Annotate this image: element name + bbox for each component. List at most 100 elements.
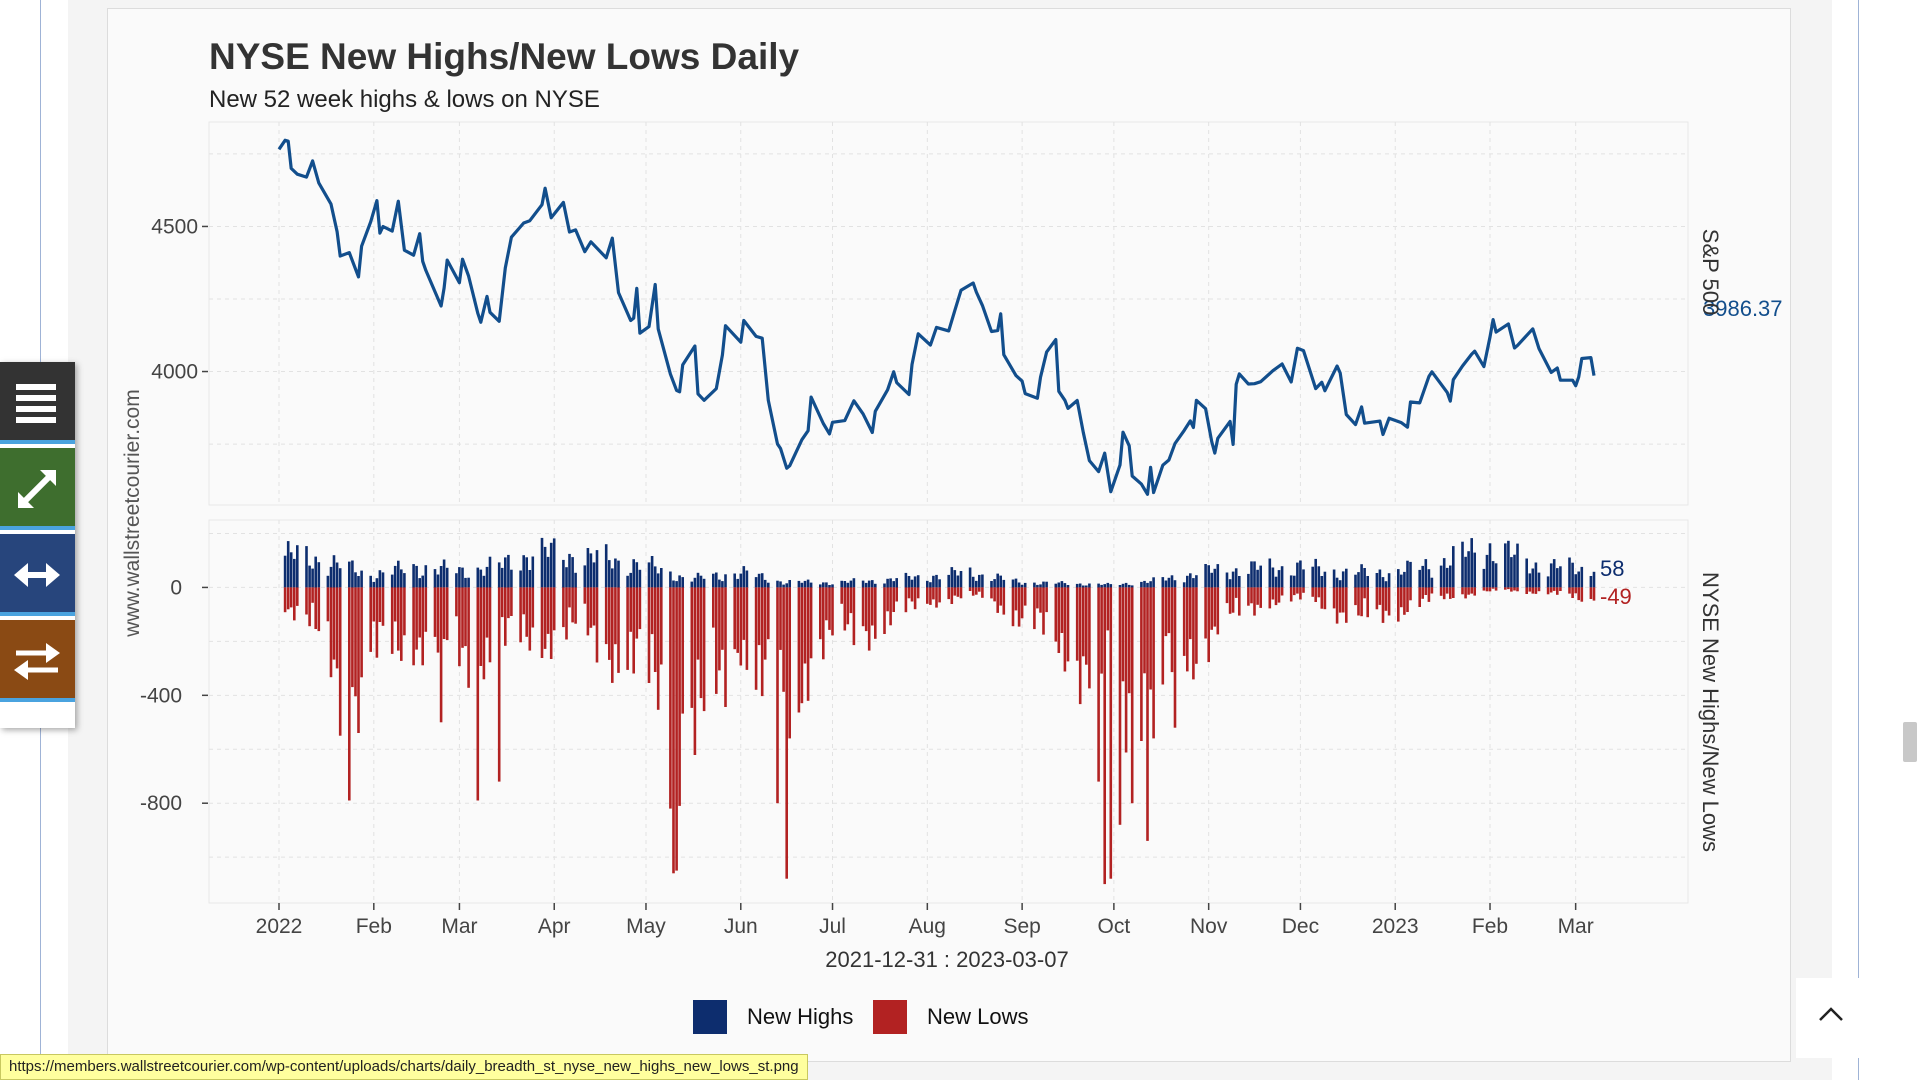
top-y-tick-label: 4500 [151,215,198,238]
new-highs-bar [809,582,813,588]
new-highs-bar [335,562,339,588]
new-highs-bar [968,567,972,588]
new-highs-bar [895,578,898,588]
new-lows-bar [938,587,941,603]
new-highs-bar [1366,576,1369,588]
hamburger-icon [16,384,56,423]
menu-button[interactable] [0,362,75,444]
new-lows-bar [439,587,443,723]
new-lows-bar [549,587,553,659]
new-lows-bar [932,587,935,600]
new-lows-bar [595,587,599,663]
new-lows-bar [1452,587,1455,598]
new-highs-bar [1592,571,1596,588]
new-highs-bar [693,577,697,588]
new-lows-bar [1363,587,1366,599]
new-lows-bar [412,587,415,666]
new-lows-bar [289,587,293,608]
new-lows-bar [390,587,394,654]
new-lows-bar [1345,587,1348,623]
new-highs-bar [779,581,782,588]
new-lows-bar [1161,587,1165,685]
new-highs-bar [412,564,415,588]
new-highs-bar [1311,566,1314,588]
new-highs-bar [586,548,590,588]
new-lows-bar [1127,587,1131,694]
sp500-series [277,138,1596,496]
new-lows-bar [1470,587,1473,594]
new-lows-bar [1384,587,1388,611]
new-lows-bar [479,587,483,666]
new-highs-bar [1421,565,1424,588]
new-lows-bar [1063,587,1067,672]
new-highs-bar [375,578,379,588]
new-highs-bar [971,576,975,588]
new-lows-bar [1225,587,1229,604]
new-highs-bar [436,574,440,588]
new-lows-bar [1332,587,1336,609]
new-highs-bar [467,577,470,588]
new-highs-bar [718,579,721,588]
new-highs-bar [892,581,895,588]
new-highs-bar [669,571,672,588]
new-highs-bar [329,566,333,588]
new-lows-bar [1256,587,1259,605]
new-highs-bar [1289,575,1293,588]
new-highs-bar [1082,585,1085,588]
new-highs-bar [1568,557,1571,588]
new-lows-bar [415,587,418,650]
new-lows-bar [1017,587,1021,627]
new-highs-bar [757,573,761,588]
new-highs-bar [1461,541,1464,588]
new-highs-bar [403,573,406,588]
new-lows-bar [332,587,336,660]
new-highs-bar [1574,574,1577,588]
new-highs-bar [1140,581,1143,588]
new-lows-bar [871,587,874,626]
new-lows-bar [1299,587,1302,600]
new-lows-bar [400,587,403,661]
page-scrollbar[interactable] [1900,0,1920,1080]
new-highs-bar [1354,574,1357,588]
new-lows-bar [1534,587,1538,594]
new-highs-bar [283,555,287,588]
new-highs-bar [369,575,372,588]
new-lows-bar [864,587,868,632]
new-highs-bar [461,567,464,588]
new-lows-bar [935,587,938,608]
full-width-button[interactable] [0,534,75,616]
new-lows-bar [1023,587,1027,606]
expand-icon [18,470,56,508]
new-lows-bar [629,587,632,632]
new-lows-bar [653,587,657,672]
new-lows-bar [1507,587,1510,590]
new-highs-bar [540,537,544,588]
new-highs-bar [1152,577,1155,588]
new-lows-bar [1360,587,1363,617]
new-lows-bar [975,587,978,595]
new-highs-bar [1057,582,1061,588]
new-highs-bar [696,572,700,588]
new-lows-bar [1213,587,1217,627]
new-lows-bar [455,587,458,617]
new-highs-bar [614,558,617,588]
new-highs-bar [996,573,999,588]
new-lows-bar [604,587,608,645]
new-highs-bar [1130,585,1134,588]
new-lows-bar [338,587,342,736]
back-to-top-button[interactable] [1796,978,1866,1058]
new-lows-bar [562,587,565,628]
new-lows-bar [767,587,770,640]
new-lows-bar [745,587,749,670]
scrollbar-thumb[interactable] [1903,722,1917,762]
new-highs-bar [317,562,321,588]
new-lows-bar [1189,587,1192,640]
new-lows-bar [1430,587,1434,594]
new-highs-bar [1424,559,1428,588]
swap-button[interactable] [0,620,75,702]
new-lows-bar [1354,587,1357,606]
new-lows-bar [1494,587,1498,591]
new-highs-bar [776,580,779,588]
expand-button[interactable] [0,448,75,530]
new-lows-bar [510,587,513,616]
